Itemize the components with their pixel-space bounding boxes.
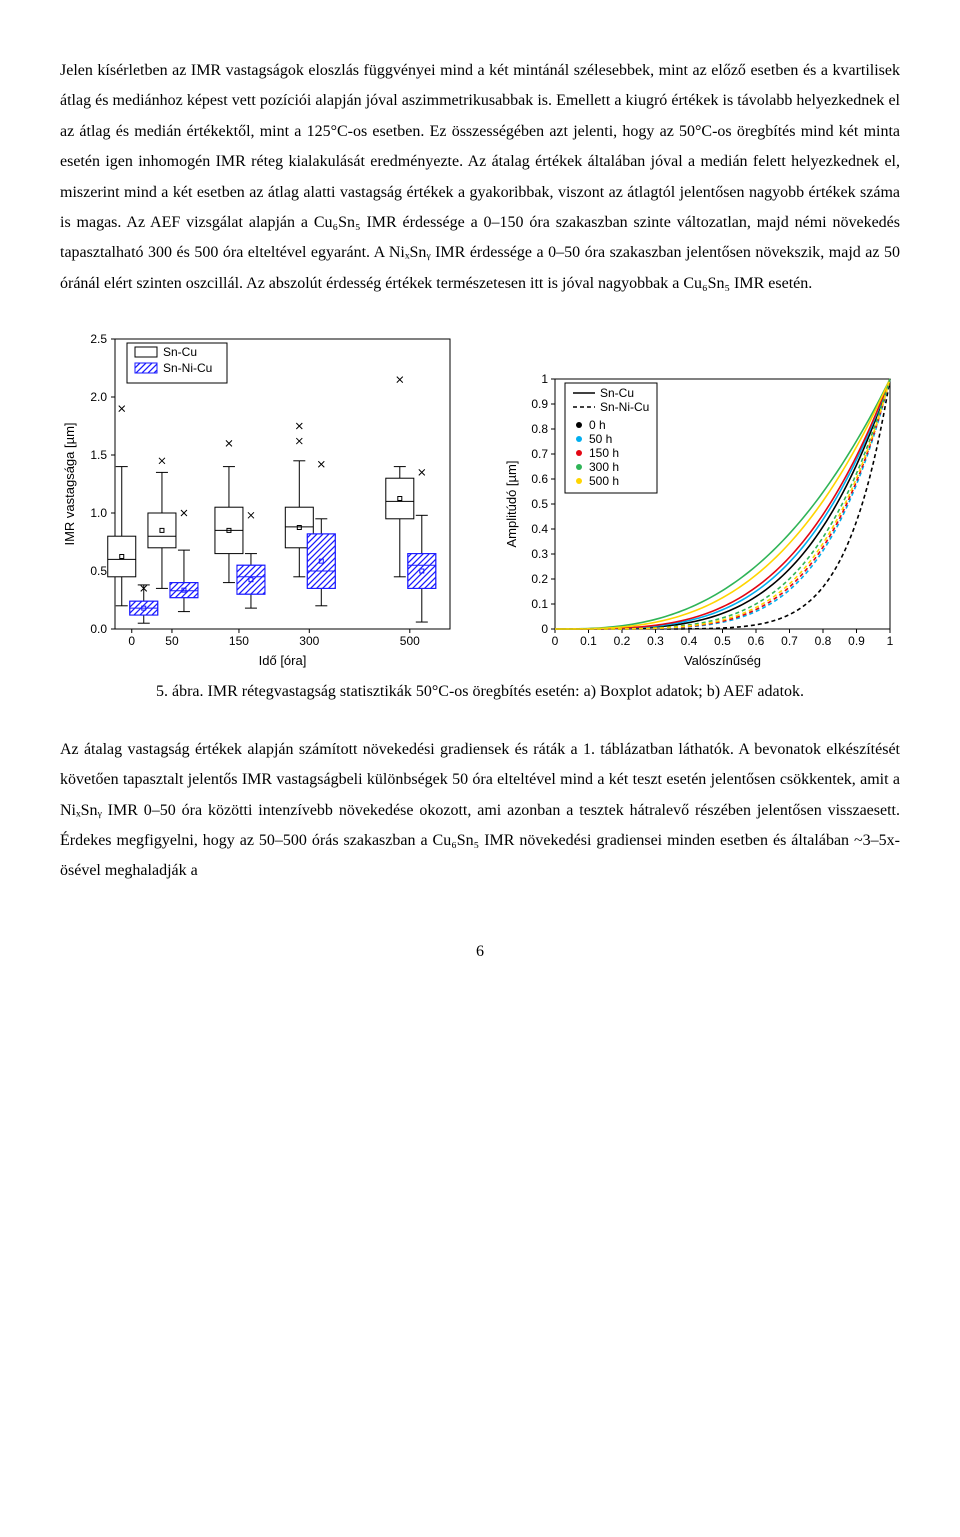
svg-text:Sn-Ni-Cu: Sn-Ni-Cu [163, 361, 212, 375]
svg-text:0.5: 0.5 [714, 634, 731, 648]
svg-text:0.9: 0.9 [531, 397, 548, 411]
svg-text:0.1: 0.1 [580, 634, 597, 648]
paragraph: Jelen kísérletben az IMR vastagságok elo… [60, 56, 900, 299]
svg-text:0.6: 0.6 [531, 472, 548, 486]
svg-text:Amplitúdó [µm]: Amplitúdó [µm] [504, 461, 519, 548]
svg-text:0.0: 0.0 [90, 622, 107, 636]
svg-text:300: 300 [299, 634, 319, 648]
figure-caption: 5. ábra. IMR rétegvastagság statisztikák… [60, 679, 900, 705]
svg-text:500: 500 [400, 634, 420, 648]
svg-text:1: 1 [541, 372, 548, 386]
svg-text:50: 50 [165, 634, 179, 648]
svg-text:1.0: 1.0 [90, 506, 107, 520]
svg-text:0: 0 [541, 622, 548, 636]
svg-text:0.3: 0.3 [531, 547, 548, 561]
svg-text:0.9: 0.9 [848, 634, 865, 648]
svg-text:0: 0 [128, 634, 135, 648]
svg-text:0.2: 0.2 [614, 634, 631, 648]
svg-text:Idő [óra]: Idő [óra] [259, 653, 307, 668]
svg-text:0 h: 0 h [589, 418, 606, 432]
svg-text:0: 0 [552, 634, 559, 648]
paragraph: Az átalag vastagság értékek alapján szám… [60, 735, 900, 887]
svg-text:2.5: 2.5 [90, 332, 107, 346]
svg-text:Sn-Cu: Sn-Cu [600, 386, 634, 400]
svg-text:0.2: 0.2 [531, 572, 548, 586]
svg-text:0.1: 0.1 [531, 597, 548, 611]
figure-row: 0.0 0.5 1.0 1.5 2.0 2.5 0 50 150 300 500 Idő [óra] I… [60, 329, 900, 669]
svg-text:1: 1 [887, 634, 894, 648]
svg-text:0.8: 0.8 [815, 634, 832, 648]
svg-text:50 h: 50 h [589, 432, 612, 446]
aef-chart: 0 0.1 0.2 0.3 0.4 0.5 0.6 0.7 0.8 0.9 1 0 0.1 0.2 0.3 0… [500, 369, 900, 669]
svg-text:IMR vastagsága [µm]: IMR vastagsága [µm] [62, 423, 77, 546]
boxplot-chart: 0.0 0.5 1.0 1.5 2.0 2.5 0 50 150 300 500 Idő [óra] I… [60, 329, 460, 669]
svg-text:Sn-Cu: Sn-Cu [163, 345, 197, 359]
svg-text:0.7: 0.7 [531, 447, 548, 461]
svg-text:0.7: 0.7 [781, 634, 798, 648]
svg-text:Valószínűség: Valószínűség [684, 653, 761, 668]
svg-text:1.5: 1.5 [90, 448, 107, 462]
svg-text:0.8: 0.8 [531, 422, 548, 436]
svg-text:150: 150 [229, 634, 249, 648]
svg-text:300 h: 300 h [589, 460, 619, 474]
svg-text:0.6: 0.6 [748, 634, 765, 648]
svg-text:0.4: 0.4 [531, 522, 548, 536]
svg-text:150 h: 150 h [589, 446, 619, 460]
page-number: 6 [60, 937, 900, 967]
svg-text:500 h: 500 h [589, 474, 619, 488]
svg-text:0.5: 0.5 [531, 497, 548, 511]
svg-text:0.5: 0.5 [90, 564, 107, 578]
svg-text:2.0: 2.0 [90, 390, 107, 404]
svg-text:0.4: 0.4 [681, 634, 698, 648]
svg-text:Sn-Ni-Cu: Sn-Ni-Cu [600, 400, 649, 414]
svg-text:0.3: 0.3 [647, 634, 664, 648]
